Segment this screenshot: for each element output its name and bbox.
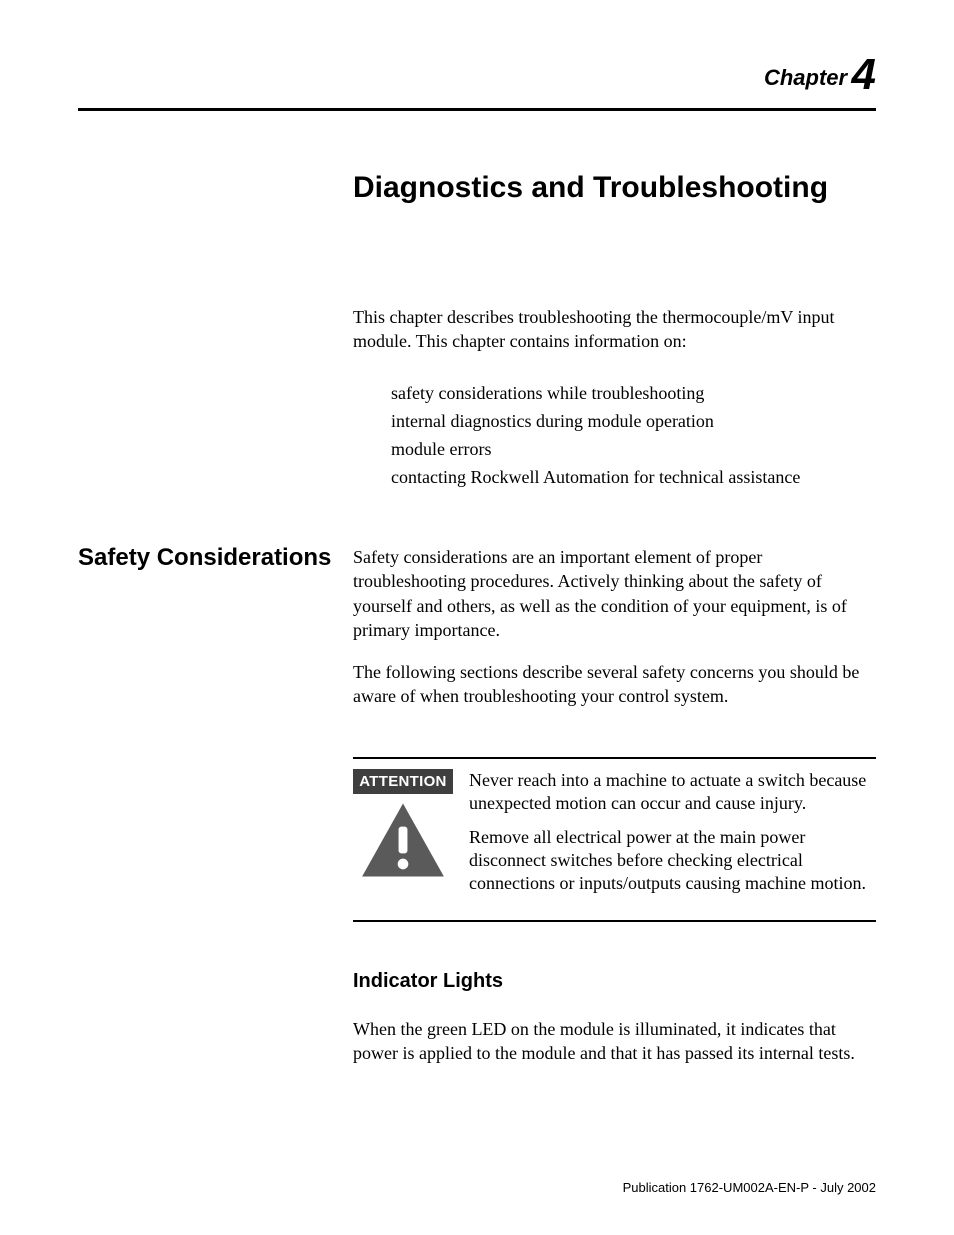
page-title: Diagnostics and Troubleshooting xyxy=(353,171,876,205)
list-item: safety considerations while troubleshoot… xyxy=(391,380,876,406)
side-heading-safety: Safety Considerations xyxy=(78,545,338,571)
attention-left: ATTENTION xyxy=(353,769,453,880)
chapter-number: 4 xyxy=(852,50,876,99)
content-column: Diagnostics and Troubleshooting This cha… xyxy=(353,171,876,1065)
page: Chapter 4 Diagnostics and Troubleshootin… xyxy=(0,0,954,1235)
attention-paragraph: Remove all electrical power at the main … xyxy=(469,826,876,896)
chapter-header: Chapter 4 xyxy=(78,50,876,100)
section-safety: Safety Considerations Safety considerati… xyxy=(353,545,876,1065)
attention-paragraph: Never reach into a machine to actuate a … xyxy=(469,769,876,816)
list-item: contacting Rockwell Automation for techn… xyxy=(391,464,876,490)
header-rule xyxy=(78,108,876,111)
sub-heading-indicator: Indicator Lights xyxy=(353,970,876,993)
attention-label: ATTENTION xyxy=(353,769,453,794)
publication-footer: Publication 1762-UM002A-EN-P - July 2002 xyxy=(623,1180,876,1195)
attention-callout: ATTENTION Never reach into a machine to … xyxy=(353,757,876,922)
body-paragraph: Safety considerations are an important e… xyxy=(353,545,876,642)
body-paragraph: The following sections describe several … xyxy=(353,660,876,709)
warning-triangle-icon xyxy=(358,800,448,880)
bullet-list: safety considerations while troubleshoot… xyxy=(391,380,876,490)
list-item: module errors xyxy=(391,436,876,462)
body-paragraph: When the green LED on the module is illu… xyxy=(353,1017,876,1066)
attention-text: Never reach into a machine to actuate a … xyxy=(469,769,876,906)
list-item: internal diagnostics during module opera… xyxy=(391,408,876,434)
intro-paragraph: This chapter describes troubleshooting t… xyxy=(353,305,876,354)
chapter-label: Chapter xyxy=(764,65,847,90)
